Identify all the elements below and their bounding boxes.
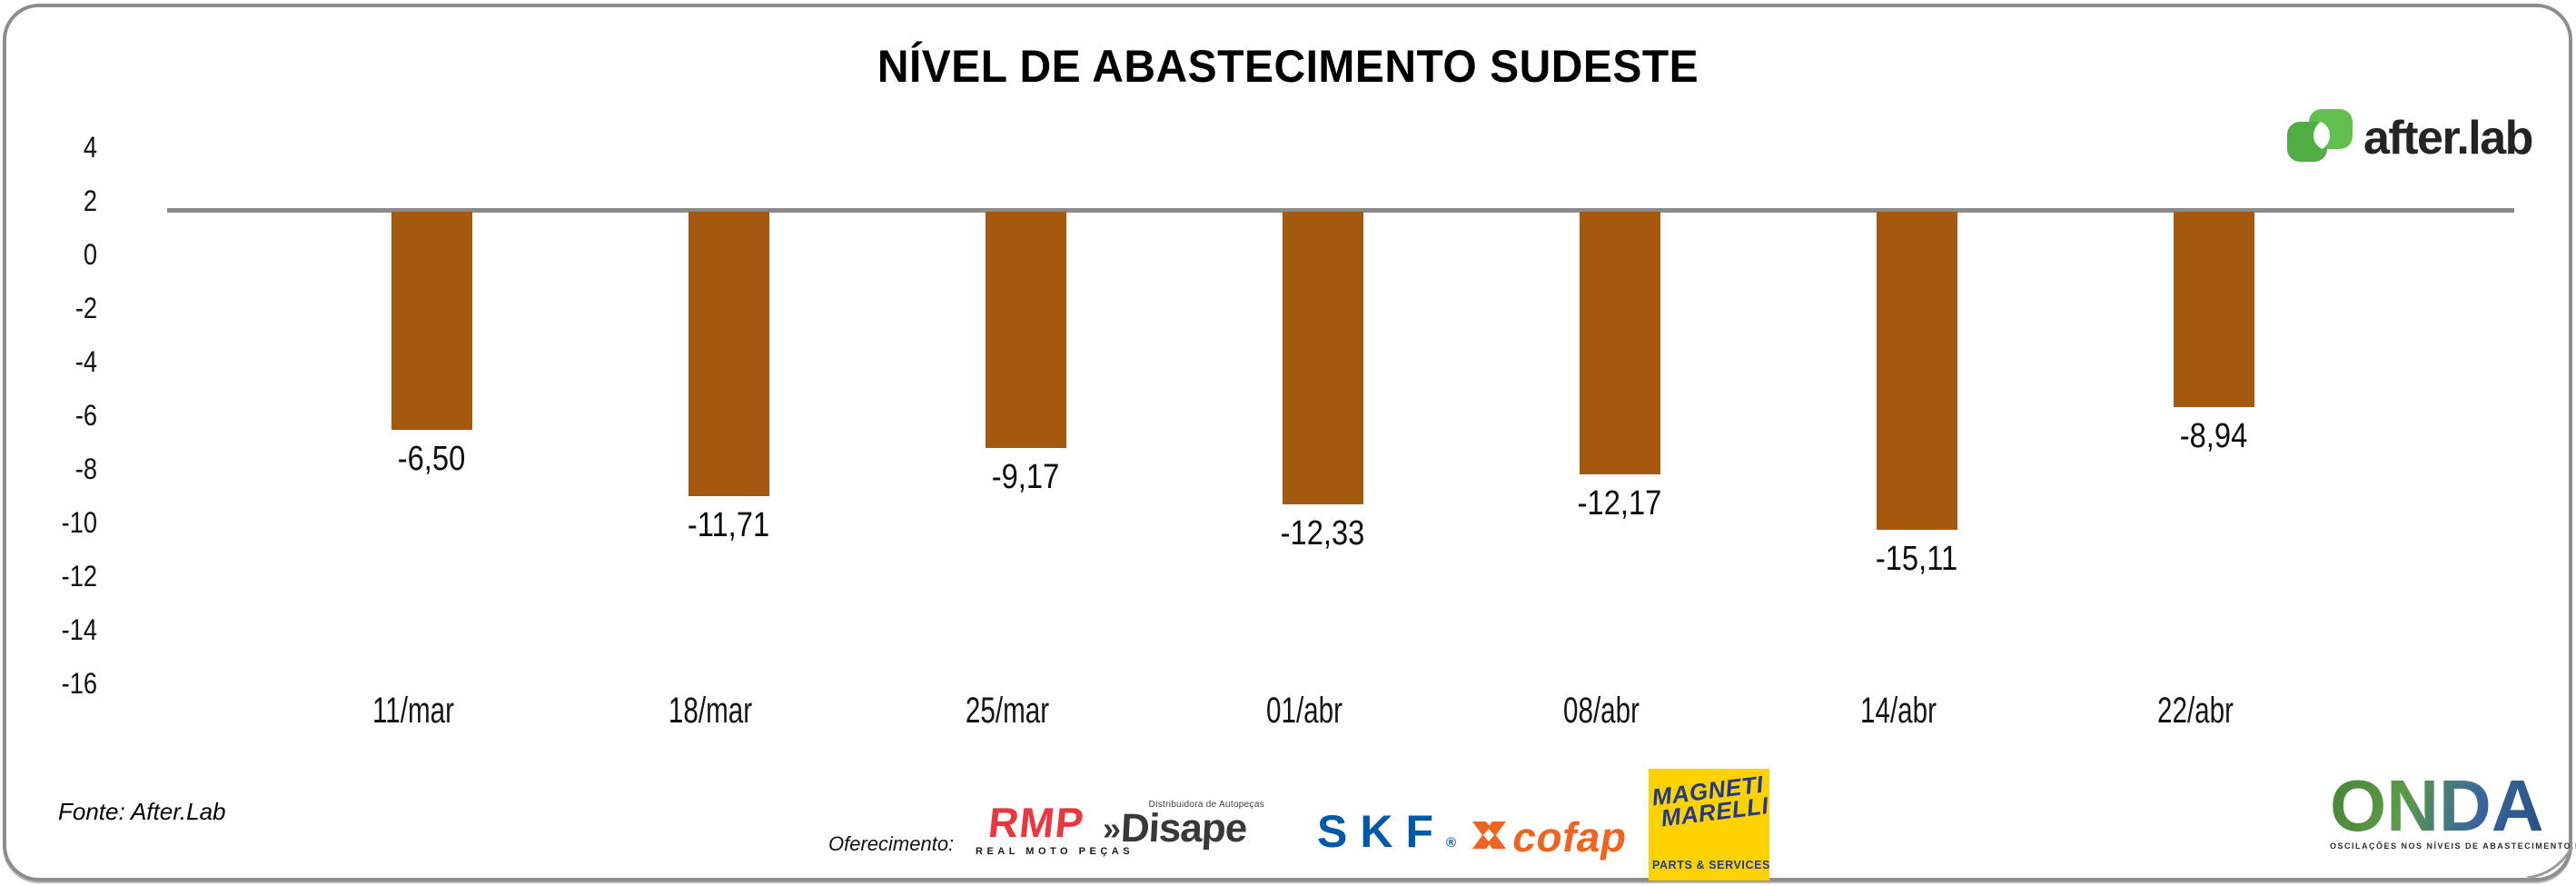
cofap-x-icon [1470,817,1508,858]
bar-11-mar [391,212,472,430]
x-axis-label: 11/mar [372,691,454,731]
disape-chevrons-icon: » [1103,810,1122,847]
bar-value-label: -11,71 [687,506,770,544]
zero-baseline [167,208,2514,213]
onda-tagline: OSCILAÇÕES NOS NÍVEIS DE ABASTECIMENTO E… [2330,841,2576,851]
skf-registered-mark: ® [1446,835,1457,851]
y-axis-tick-label: -2 [74,292,97,324]
y-axis-tick-label: 0 [83,238,97,271]
y-axis-tick-label: -6 [74,399,97,432]
bar-value-label: -15,11 [1875,540,1958,578]
onda-logo: ONDA OSCILAÇÕES NOS NÍVEIS DE ABASTECIME… [2330,765,2576,851]
y-axis-tick-label: -14 [61,613,97,646]
afterlab-wordmark: after.lab [2363,111,2533,164]
magneti-marelli-wordmark: MAGNETI MARELLI [1650,770,1770,832]
bar-value-label: -6,50 [397,440,466,478]
bar-25-mar [985,212,1066,448]
y-axis-tick-label: -12 [61,560,97,592]
magneti-marelli-subtext: PARTS & SERVICES [1652,859,1770,871]
x-axis-label: 18/mar [668,691,753,731]
rmp-wordmark: RMP [986,799,1087,846]
sponsors-label: Oferecimento: [828,832,955,855]
y-axis-tick-label: -10 [61,506,97,539]
cofap-wordmark: cofap [1509,813,1631,861]
rmp-logo: RMP REAL MOTO PEÇAS [976,799,1134,857]
bar-14-abr [1876,212,1957,530]
bar-value-label: -9,17 [991,458,1060,496]
afterlab-leaf-icon [2287,109,2353,166]
bar-value-label: -8,94 [2179,417,2248,455]
disape-wordmark: Disape [1119,806,1248,851]
chart-title: NÍVEL DE ABASTECIMENTO SUDESTE [877,41,1699,92]
y-axis-tick-label: 2 [83,184,97,217]
magneti-marelli-logo: MAGNETI MARELLI PARTS & SERVICES [1649,769,1770,881]
y-axis-tick-label: 4 [83,131,97,164]
rmp-subtext: REAL MOTO PEÇAS [976,846,1134,857]
x-axis-label: 01/abr [1266,691,1342,731]
bar-01-abr [1282,212,1363,504]
bar-22-abr [2173,212,2254,407]
onda-swoosh-icon [2525,843,2574,884]
x-axis-label: 14/abr [1860,691,1937,731]
disape-subtext: Distribuidora de Autopeças [1148,800,1264,810]
disape-logo: Distribuidora de Autopeças » Disape [1103,800,1264,851]
skf-logo: SKF® [1317,805,1456,858]
bar-18-mar [688,212,769,496]
cofap-logo: cofap [1470,812,1631,861]
x-axis-label: 08/abr [1563,691,1640,731]
skf-wordmark: SKF [1317,806,1446,857]
afterlab-logo: after.lab [2287,109,2533,166]
x-axis-label: 22/abr [2157,691,2234,731]
x-axis-label: 25/mar [965,691,1050,731]
bar-value-label: -12,17 [1577,484,1662,523]
onda-wordmark: ONDA [2330,765,2544,846]
bar-08-abr [1579,212,1660,474]
source-note: Fonte: After.Lab [58,798,226,825]
bar-value-label: -12,33 [1280,514,1365,553]
y-axis-tick-label: -16 [61,667,97,700]
y-axis-tick-label: -8 [74,453,97,485]
y-axis-tick-label: -4 [74,345,97,378]
